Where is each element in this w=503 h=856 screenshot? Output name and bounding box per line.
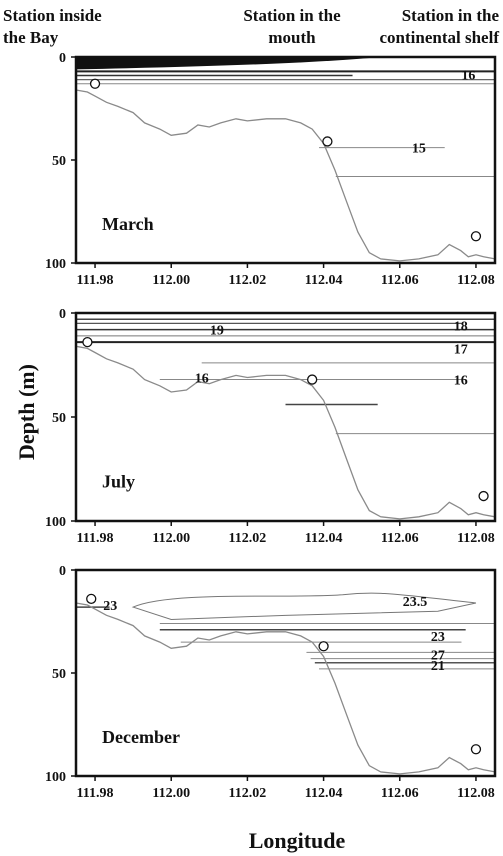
y-tick-label: 50 <box>52 154 66 169</box>
x-tick-label: 112.06 <box>381 273 419 288</box>
x-tick-label: 112.08 <box>457 273 495 288</box>
x-tick-label: 112.02 <box>229 786 267 801</box>
station-marker <box>478 490 489 502</box>
x-tick-label: 112.00 <box>152 531 190 546</box>
x-tick-label: 112.00 <box>152 786 190 801</box>
header-bay-line2: the Bay <box>3 28 59 47</box>
panel-march: 16 15 0 50 100 111.98 112.00 112.02 112.04 112.06… <box>45 51 497 288</box>
station-marker <box>86 593 97 604</box>
header-bay-line1: Station inside <box>3 6 102 25</box>
x-tick-label: 112.06 <box>381 531 419 546</box>
station-marker <box>318 641 329 652</box>
header-mouth-line1: Station in the <box>243 6 341 25</box>
header-mouth-line2: mouth <box>268 28 316 47</box>
isotherm-label: 16 <box>454 374 468 389</box>
y-tick-label: 0 <box>59 51 66 66</box>
x-axis-title: Longitude <box>249 828 346 853</box>
y-tick-label: 100 <box>45 257 66 272</box>
surface-thermocline <box>76 58 370 70</box>
isotherm-label: 27 <box>431 648 445 663</box>
station-marker <box>307 374 318 385</box>
x-tick-label: 112.04 <box>305 531 343 546</box>
isotherm-label: 16 <box>195 371 209 386</box>
station-marker <box>470 231 482 242</box>
y-tick-label: 50 <box>52 411 66 426</box>
panel-july: 19 18 17 16 16 0 50 100 111.98 112.00 112.02 112.04… <box>45 307 497 546</box>
bathymetry-line <box>75 602 496 775</box>
x-tick-label: 112.08 <box>457 531 495 546</box>
station-marker <box>470 744 482 755</box>
panel-frame <box>74 311 497 523</box>
isotherm-label: 23 <box>103 599 117 614</box>
isotherm-label: 23.5 <box>403 595 428 610</box>
x-tick-label: 112.00 <box>152 273 190 288</box>
y-tick-label: 0 <box>59 564 66 579</box>
month-label: July <box>102 472 135 492</box>
y-tick-label: 0 <box>59 307 66 322</box>
month-label: December <box>102 727 180 747</box>
x-tick-label: 111.98 <box>77 531 114 546</box>
y-tick-label: 100 <box>45 515 66 530</box>
isotherm-label: 18 <box>454 319 468 334</box>
header-shelf-line2: continental shelf <box>380 28 500 47</box>
y-tick-label: 50 <box>52 667 66 682</box>
isotherm-label: 21 <box>431 659 445 674</box>
x-tick-label: 112.04 <box>305 786 343 801</box>
isotherm-label: 16 <box>461 69 475 84</box>
isotherm-contour <box>131 592 477 620</box>
x-tick-label: 112.02 <box>229 531 267 546</box>
isotherm-label: 19 <box>210 324 224 339</box>
x-tick-label: 111.98 <box>77 786 114 801</box>
x-tick-label: 112.08 <box>457 786 495 801</box>
station-marker <box>322 136 333 147</box>
y-axis-title: Depth (m) <box>14 364 39 460</box>
bathymetry-line <box>75 89 496 262</box>
panels: 16 15 0 50 100 111.98 112.00 112.02 112.04 112.06… <box>45 51 497 801</box>
station-marker <box>89 78 101 89</box>
x-tick-label: 112.06 <box>381 786 419 801</box>
month-label: March <box>102 214 154 234</box>
station-marker <box>82 336 93 348</box>
isotherm-label: 17 <box>454 342 468 357</box>
x-tick-label: 112.04 <box>305 273 343 288</box>
x-tick-label: 111.98 <box>77 273 114 288</box>
isotherm-label: 23 <box>431 630 445 645</box>
isotherm-label: 15 <box>412 142 426 157</box>
bathymetry-line <box>75 345 496 520</box>
x-tick-label: 112.02 <box>229 273 267 288</box>
header-shelf-line1: Station in the <box>402 6 500 25</box>
y-tick-label: 100 <box>45 770 66 785</box>
